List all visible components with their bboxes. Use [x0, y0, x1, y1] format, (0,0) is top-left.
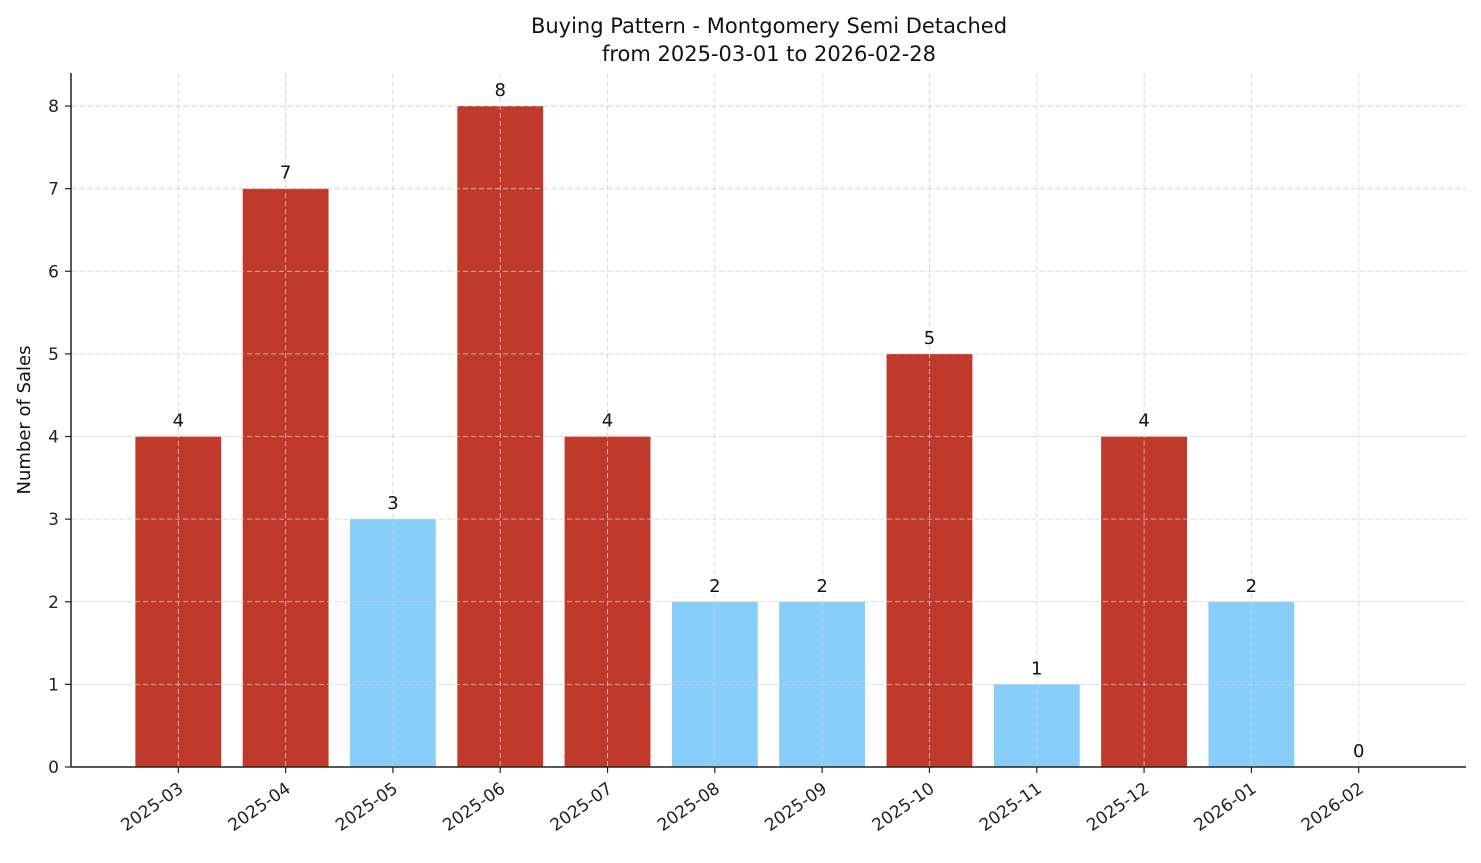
data-label-2025-08: 2 [709, 576, 720, 597]
data-label-2025-06: 8 [495, 80, 506, 101]
data-label-2025-03: 4 [173, 411, 184, 432]
y-tick-label-5: 5 [48, 345, 59, 365]
chart-subtitle: from 2025-03-01 to 2026-02-28 [602, 42, 936, 66]
x-tick-label-2025-10: 2025-10 [869, 779, 939, 836]
x-tick-label-2025-08: 2025-08 [654, 779, 724, 836]
y-tick-label-3: 3 [48, 510, 59, 530]
y-axis-label: Number of Sales [14, 345, 35, 494]
data-label-2026-02: 0 [1353, 741, 1364, 762]
y-tick-label-0: 0 [48, 758, 59, 778]
data-label-2026-01: 2 [1246, 576, 1257, 597]
data-label-2025-05: 3 [387, 493, 398, 514]
y-tick-label-8: 8 [48, 97, 59, 117]
y-tick-label-4: 4 [48, 428, 59, 448]
x-tick-label-2025-03: 2025-03 [118, 779, 188, 836]
y-tick-label-1: 1 [48, 675, 59, 695]
data-label-2025-12: 4 [1138, 411, 1149, 432]
x-tick-label-2025-12: 2025-12 [1083, 779, 1153, 836]
y-tick-label-2: 2 [48, 593, 59, 613]
y-tick-label-7: 7 [48, 180, 59, 200]
x-tick-label-2025-06: 2025-06 [439, 779, 509, 836]
y-tick-label-6: 6 [48, 262, 59, 282]
x-tick-label-2025-07: 2025-07 [547, 779, 617, 836]
x-tick-label-2025-09: 2025-09 [761, 779, 831, 836]
data-label-2025-11: 1 [1031, 658, 1042, 679]
x-tick-label-2025-05: 2025-05 [332, 779, 402, 836]
x-tick-label-2025-04: 2025-04 [225, 779, 295, 836]
data-label-2025-09: 2 [816, 576, 827, 597]
data-label-2025-10: 5 [924, 328, 935, 349]
x-tick-label-2026-02: 2026-02 [1298, 779, 1368, 836]
x-tick-label-2026-01: 2026-01 [1191, 779, 1261, 836]
chart-title: Buying Pattern - Montgomery Semi Detache… [531, 14, 1007, 38]
data-label-2025-07: 4 [602, 411, 613, 432]
data-label-2025-04: 7 [280, 163, 291, 184]
x-tick-label-2025-11: 2025-11 [976, 779, 1046, 836]
